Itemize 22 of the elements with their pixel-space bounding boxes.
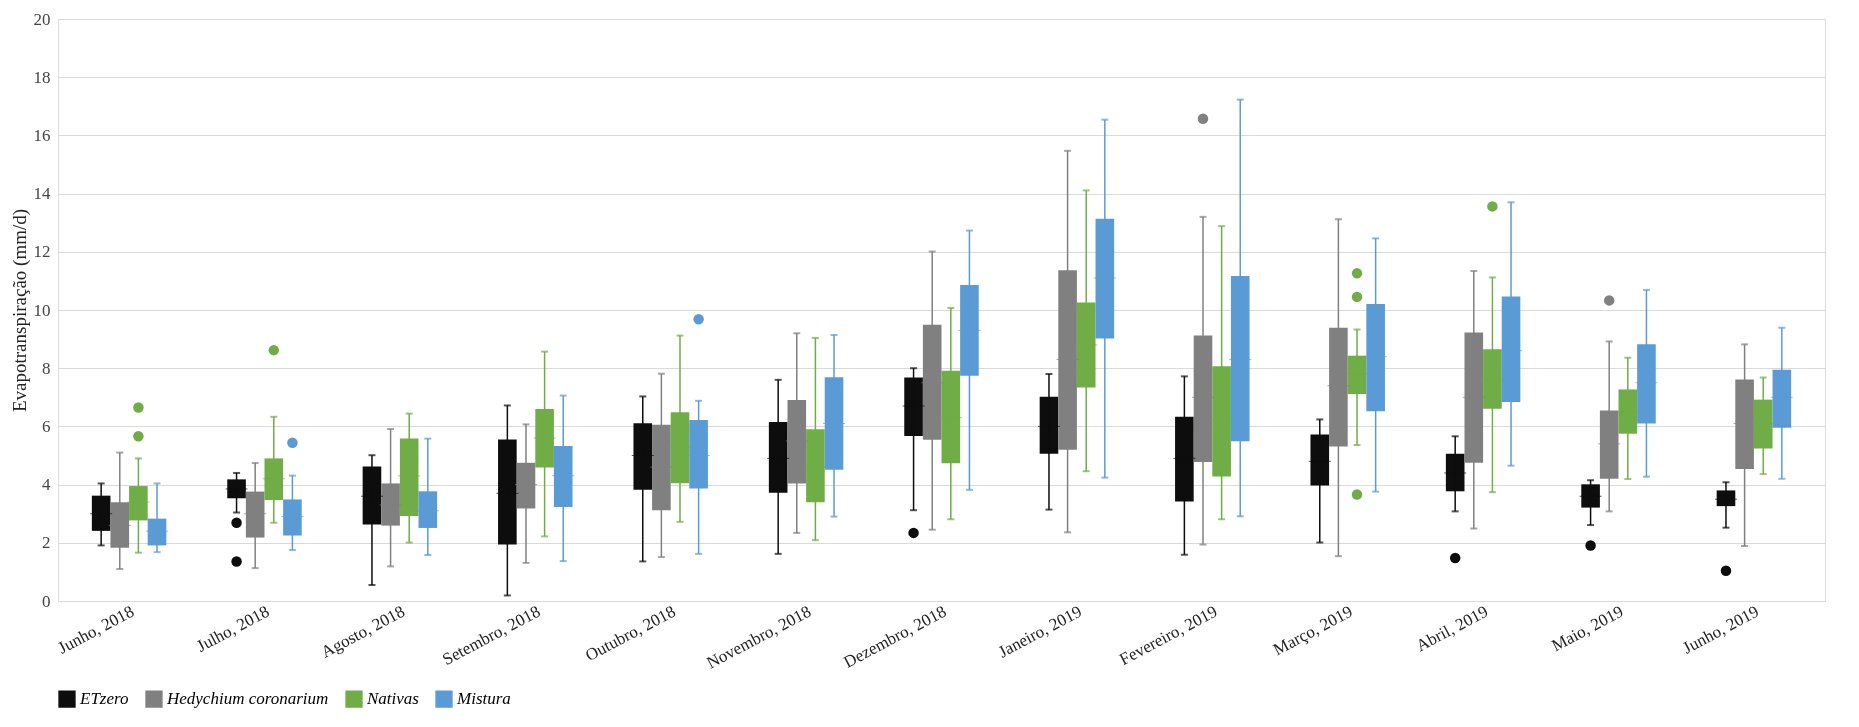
x-tick-label: Março, 2019: [1270, 601, 1356, 660]
y-tick-label: 4: [42, 475, 51, 495]
legend-label: Mistura: [456, 689, 511, 709]
y-tick-label: 10: [33, 300, 51, 320]
y-tick-label: 0: [42, 591, 51, 611]
y-tick-label: 16: [33, 125, 51, 145]
y-tick-label: 2: [42, 533, 51, 553]
y-tick-label: 18: [33, 67, 51, 87]
x-tick-label: Julho, 2018: [193, 601, 273, 656]
y-axis-title: Evapotranspiração (mm/d): [8, 208, 31, 413]
y-tick-label: 14: [33, 184, 51, 204]
legend-label: Hedychium coronarium: [166, 689, 329, 709]
y-tick-label: 12: [33, 242, 51, 262]
x-tick-label: Junho, 2018: [54, 601, 138, 658]
y-tick-label: 8: [42, 358, 51, 378]
legend-label: Nativas: [366, 689, 420, 709]
y-tick-label: 6: [42, 416, 51, 436]
y-tick-label: 20: [33, 9, 51, 29]
x-tick-label: Junho, 2019: [1679, 601, 1762, 658]
x-tick-label: Abril, 2019: [1412, 601, 1492, 656]
x-tick-label: Maio, 2019: [1548, 601, 1627, 656]
legend-label: ETzero: [79, 689, 129, 709]
